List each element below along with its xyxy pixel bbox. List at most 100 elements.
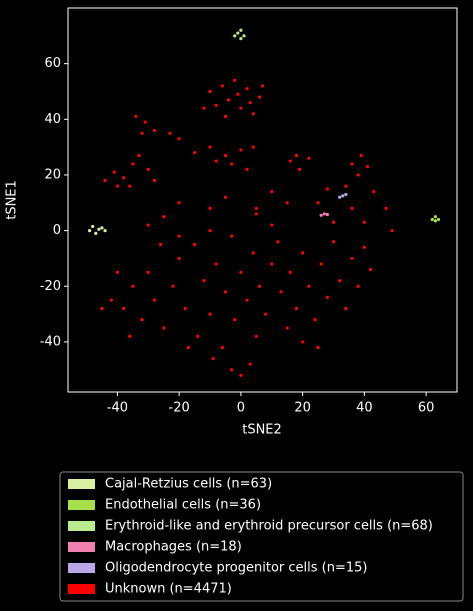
point (350, 256, 354, 261)
point (307, 156, 311, 160)
y-tick-label: 60 (44, 56, 61, 71)
point (294, 306, 299, 311)
point (350, 206, 354, 210)
point (325, 212, 329, 217)
point (307, 284, 311, 288)
point (230, 368, 234, 372)
point (297, 167, 302, 171)
point (146, 223, 150, 227)
point (137, 153, 141, 158)
legend-swatch (68, 563, 95, 573)
point (254, 334, 258, 338)
legend-label: Macrophages (n=18) (105, 540, 242, 555)
point (223, 290, 228, 294)
point (233, 318, 237, 322)
x-tick-label: 0 (237, 401, 245, 416)
point (313, 318, 317, 322)
legend-swatch (68, 584, 95, 594)
point (430, 217, 434, 222)
point (257, 95, 262, 99)
point (208, 89, 212, 94)
point (208, 312, 212, 316)
point (316, 201, 320, 205)
point (288, 159, 292, 163)
point (152, 298, 157, 302)
point (121, 176, 126, 180)
point (128, 334, 132, 338)
point (140, 318, 144, 322)
point (301, 251, 305, 255)
point (177, 256, 181, 261)
point (226, 98, 231, 102)
point (168, 131, 172, 135)
point (239, 37, 243, 41)
point (109, 298, 113, 302)
point (245, 167, 249, 171)
point (220, 345, 224, 350)
point (384, 206, 388, 210)
point (183, 306, 187, 311)
point (134, 114, 138, 119)
x-tick-label: 60 (418, 401, 435, 416)
point (192, 242, 197, 247)
point (202, 279, 206, 283)
point (152, 178, 157, 183)
point (152, 128, 157, 133)
point (214, 262, 218, 266)
x-axis-label: tSNE2 (242, 423, 282, 438)
point (196, 334, 200, 338)
x-tick-label: -40 (107, 401, 128, 416)
point (94, 231, 98, 235)
point (270, 262, 274, 266)
x-tick-label: -20 (169, 401, 190, 416)
point (97, 227, 101, 231)
x-tick-label: 20 (294, 401, 311, 416)
y-tick-label: -20 (40, 279, 61, 294)
point (230, 234, 234, 238)
point (276, 240, 280, 244)
point (192, 151, 197, 155)
legend-label: Endothelial cells (n=36) (105, 498, 261, 513)
point (220, 84, 224, 88)
point (208, 206, 212, 210)
point (239, 373, 243, 377)
point (390, 229, 394, 233)
point (285, 326, 289, 330)
point (112, 170, 116, 174)
point (263, 312, 268, 316)
point (177, 234, 181, 238)
legend-swatch (68, 542, 95, 552)
point (433, 219, 437, 223)
point (128, 184, 132, 188)
point (362, 220, 366, 224)
point (436, 217, 441, 222)
legend-label: Erythroid-like and erythroid precursor c… (105, 519, 433, 534)
point (91, 224, 95, 229)
point (202, 106, 206, 110)
point (344, 184, 348, 188)
legend-swatch (68, 500, 95, 510)
point (257, 284, 262, 288)
legend-label: Unknown (n=4471) (105, 582, 232, 597)
point (331, 220, 336, 224)
point (344, 306, 348, 311)
point (239, 148, 243, 152)
legend-swatch (68, 479, 95, 489)
point (325, 187, 329, 191)
point (239, 270, 243, 274)
point (356, 284, 360, 288)
point (270, 223, 274, 227)
point (103, 178, 107, 183)
plot-frame (67, 7, 458, 393)
point (208, 145, 212, 149)
point (223, 153, 228, 158)
point (214, 103, 218, 107)
point (350, 162, 354, 166)
point (331, 240, 336, 244)
point (319, 213, 323, 217)
point (365, 165, 370, 169)
point (146, 270, 150, 274)
point (251, 112, 255, 116)
y-tick-label: -40 (40, 334, 61, 349)
point (242, 34, 246, 38)
